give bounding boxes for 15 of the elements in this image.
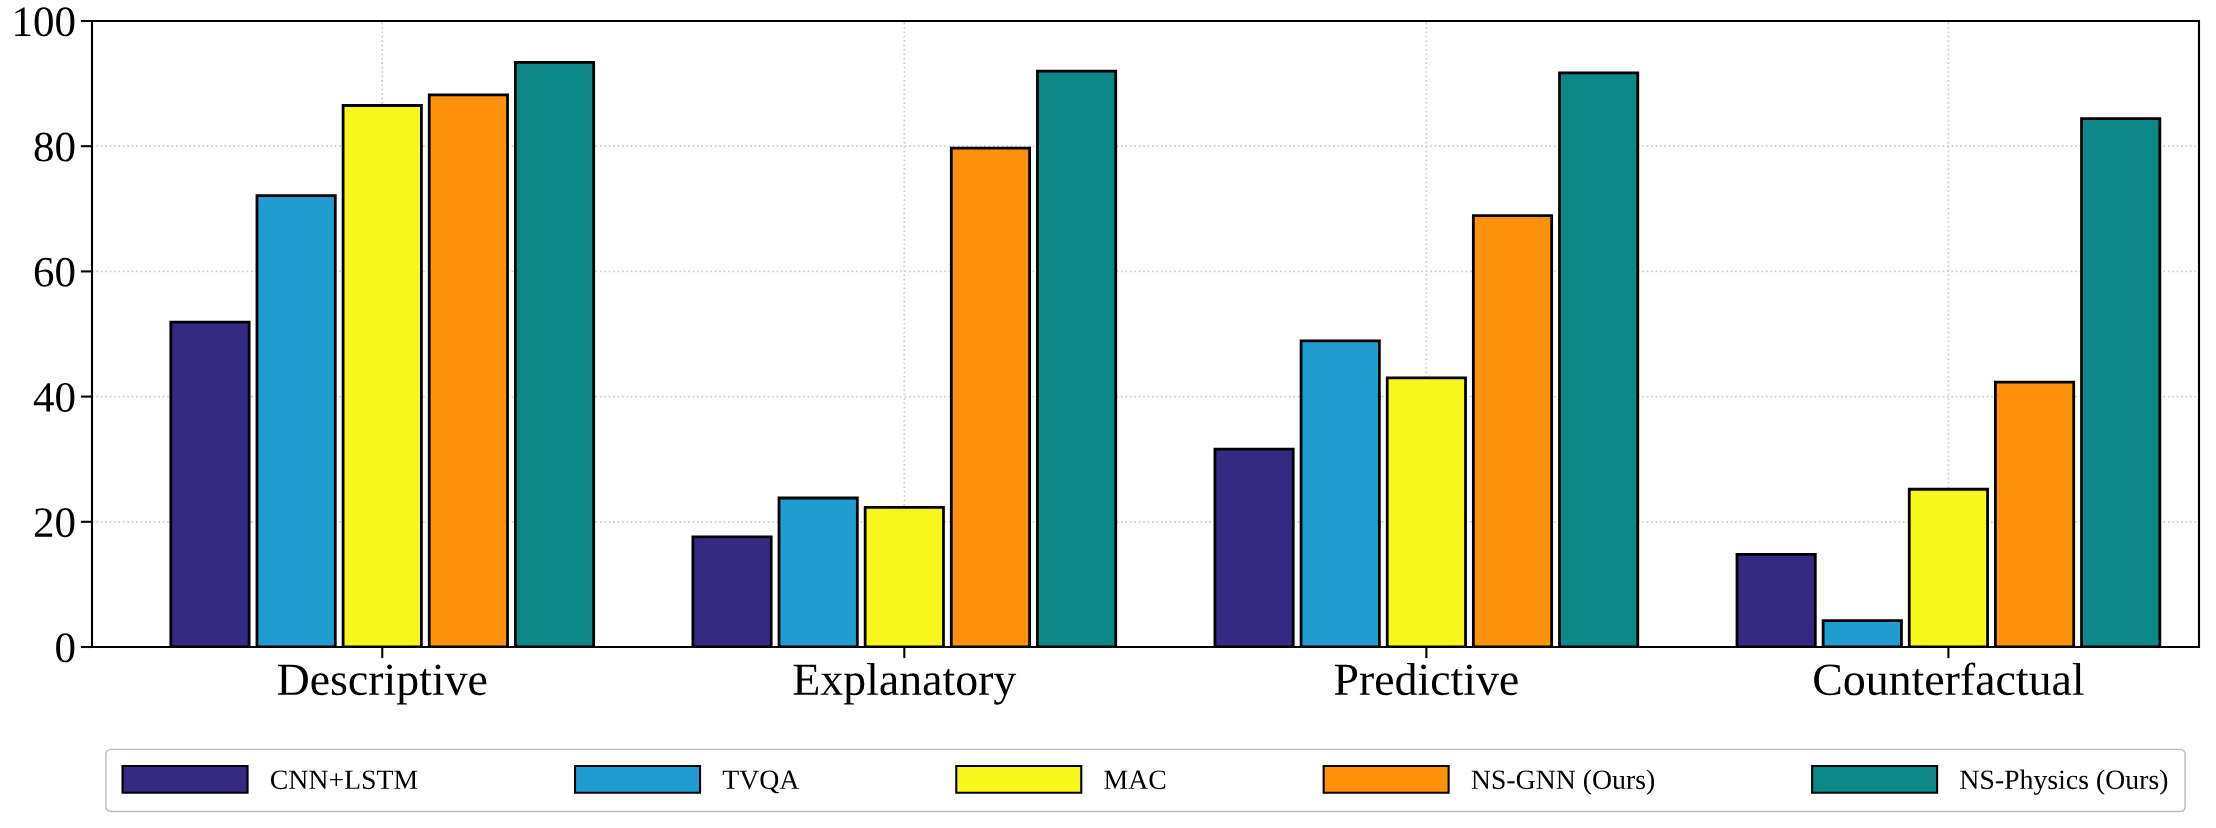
legend-label: NS-Physics (Ours) xyxy=(1960,769,2168,795)
legend-label: NS-GNN (Ours) xyxy=(1471,769,1655,795)
y-tick-label: 0 xyxy=(56,633,75,663)
legend-label: TVQA xyxy=(722,770,800,794)
x-tick-label: Descriptive xyxy=(277,664,487,705)
y-tick-label: 20 xyxy=(34,508,75,538)
y-tick-label: 100 xyxy=(15,7,75,37)
x-tick-label: Predictive xyxy=(1334,662,1518,696)
legend-label: MAC xyxy=(1104,770,1166,790)
y-tick-label: 60 xyxy=(34,257,75,287)
legend-label: CNN+LSTM xyxy=(270,770,418,790)
y-tick-label: 80 xyxy=(34,132,75,162)
x-tick-label: Counterfactual xyxy=(1814,662,2084,696)
x-tick-label: Explanatory xyxy=(793,662,1017,705)
y-tick-label: 40 xyxy=(33,382,75,412)
